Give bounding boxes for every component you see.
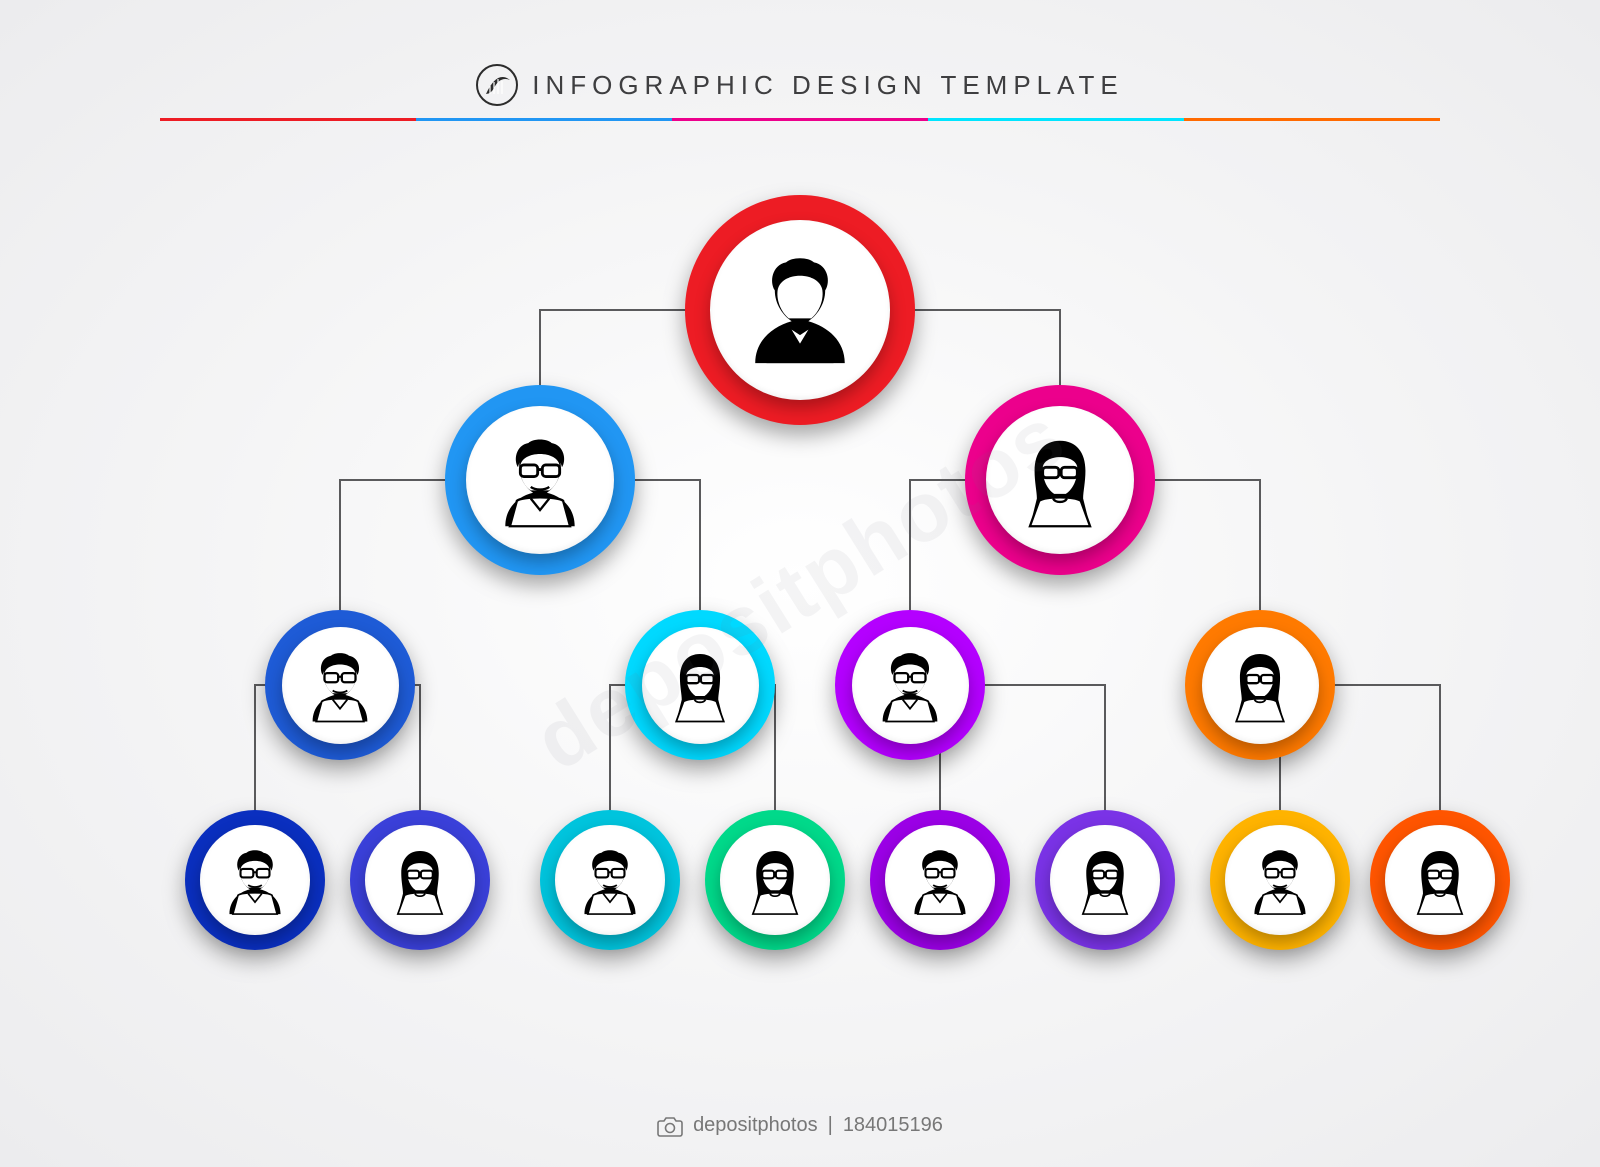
org-node — [870, 810, 1010, 950]
org-node — [835, 610, 985, 760]
footer-divider: | — [828, 1114, 833, 1137]
org-node — [705, 810, 845, 950]
org-node — [350, 810, 490, 950]
org-node — [1370, 810, 1510, 950]
footer: depositphotos | 184015196 — [0, 1114, 1600, 1137]
orgchart-canvas — [0, 0, 1600, 1167]
footer-id: 184015196 — [843, 1114, 943, 1137]
camera-icon — [657, 1115, 683, 1137]
org-node — [185, 810, 325, 950]
org-node — [540, 810, 680, 950]
org-node — [445, 385, 635, 575]
org-node — [1185, 610, 1335, 760]
footer-brand: depositphotos — [693, 1114, 818, 1137]
org-node — [625, 610, 775, 760]
stage: INFOGRAPHIC DESIGN TEMPLATE — [0, 0, 1600, 1167]
org-node — [1035, 810, 1175, 950]
org-node — [685, 195, 915, 425]
org-node — [265, 610, 415, 760]
org-node — [1210, 810, 1350, 950]
org-node — [965, 385, 1155, 575]
